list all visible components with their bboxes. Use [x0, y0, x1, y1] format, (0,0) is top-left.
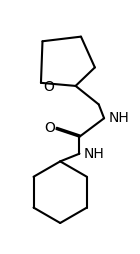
- Text: O: O: [44, 120, 55, 135]
- Text: NH: NH: [84, 147, 105, 161]
- Text: NH: NH: [109, 111, 130, 125]
- Text: O: O: [43, 80, 54, 94]
